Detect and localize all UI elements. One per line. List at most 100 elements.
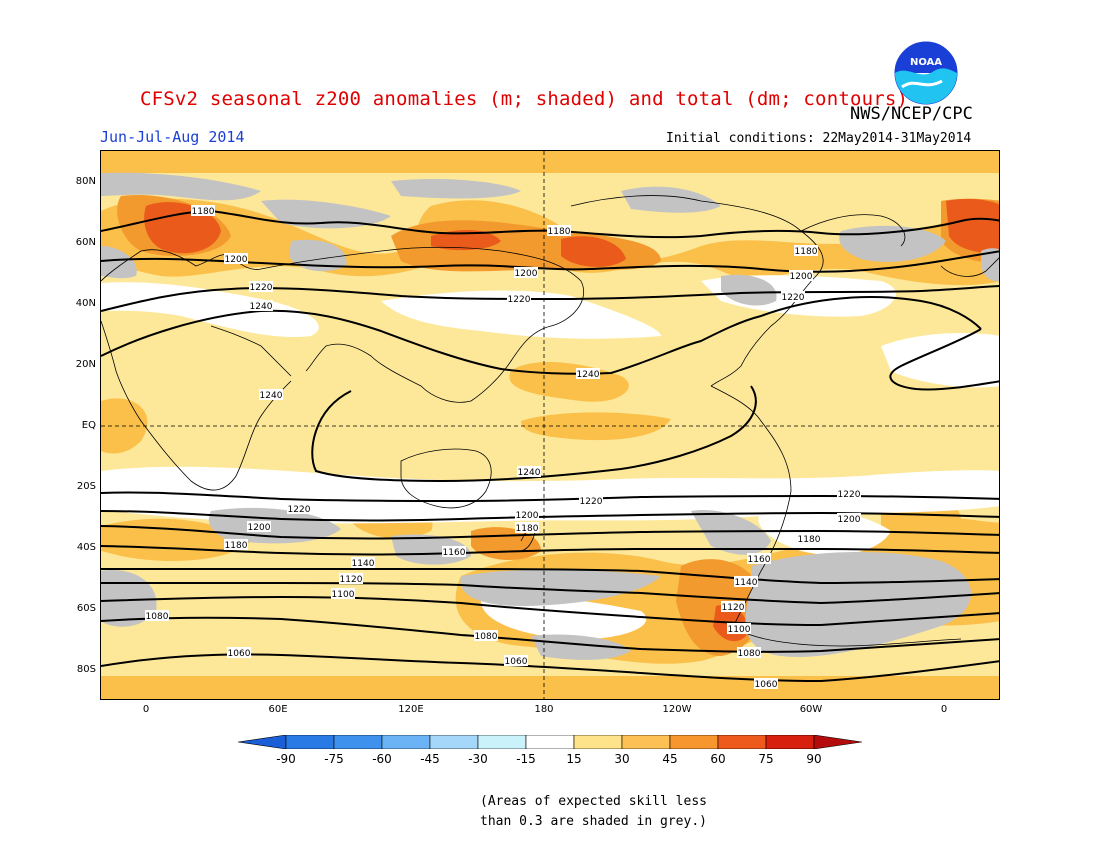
contour-label: 1240 — [250, 302, 273, 312]
contour-label: 1180 — [225, 541, 248, 551]
lon-label-120e: 120E — [398, 704, 424, 715]
noaa-logo: NOAA — [894, 41, 958, 105]
contour-label: 1180 — [192, 207, 215, 217]
colorbar-tick-label: 15 — [566, 752, 582, 766]
colorbar-cell — [621, 735, 671, 749]
lon-label-180: 180 — [534, 704, 554, 715]
contour-label: 1240 — [260, 391, 283, 401]
contour-label: 1240 — [518, 468, 541, 478]
contour-label: 1200 — [516, 511, 539, 521]
contour-label: 1200 — [515, 269, 538, 279]
map-canvas: 1180 1200 1220 1240 1180 1200 1220 1180 … — [101, 151, 999, 699]
colorbar — [238, 735, 862, 749]
contour-label: 1200 — [838, 515, 861, 525]
contour-label: 1080 — [146, 612, 169, 622]
footnote-line-1: (Areas of expected skill less — [480, 794, 707, 809]
lat-label-80n: 80N — [75, 176, 96, 187]
lat-label-20n: 20N — [75, 359, 96, 370]
contour-1120-south — [101, 581, 999, 605]
forecast-period: Jun-Jul-Aug 2014 — [100, 128, 245, 146]
colorbar-cell — [381, 735, 431, 749]
contour-label: 1060 — [505, 657, 528, 667]
contour-label: 1220 — [838, 490, 861, 500]
colorbar-tick-label: -75 — [324, 752, 344, 766]
colorbar-cell — [477, 735, 527, 749]
lat-label-eq: EQ — [81, 420, 96, 431]
lat-label-20s: 20S — [76, 481, 96, 492]
contour-label: 1080 — [475, 632, 498, 642]
contour-label: 1220 — [288, 505, 311, 515]
lat-label-40n: 40N — [75, 298, 96, 309]
colorbar-cell — [525, 735, 575, 749]
contour-label: 1120 — [340, 575, 363, 585]
lat-label-80s: 80S — [76, 664, 96, 675]
map-title: CFSv2 seasonal z200 anomalies (m; shaded… — [140, 88, 909, 110]
contour-1140-south — [101, 567, 999, 585]
lon-label-60w: 60W — [799, 704, 823, 715]
contour-label: 1200 — [248, 523, 271, 533]
contour-label: 1080 — [738, 649, 761, 659]
contour-label: 1180 — [798, 535, 821, 545]
low-skill-regions — [101, 172, 999, 660]
contour-label: 1220 — [250, 283, 273, 293]
lon-label-120w: 120W — [662, 704, 692, 715]
colorbar-tick-label: -30 — [468, 752, 488, 766]
contour-1200-north — [101, 250, 999, 273]
contour-label: 1180 — [548, 227, 571, 237]
contour-label: 1180 — [516, 524, 539, 534]
colorbar-tick-label: 60 — [710, 752, 726, 766]
colorbar-cell — [429, 735, 479, 749]
colorbar-cell — [717, 735, 767, 749]
height-contours — [101, 209, 999, 683]
contour-label: 1220 — [508, 295, 531, 305]
contour-1100-south — [101, 595, 999, 627]
colorbar-cell — [669, 735, 719, 749]
colorbar-tick-label: -45 — [420, 752, 440, 766]
contour-label: 1160 — [748, 555, 771, 565]
contour-label: 1220 — [782, 293, 805, 303]
colorbar-arrow-low — [238, 735, 287, 749]
contour-label: 1240 — [577, 370, 600, 380]
contour-label: 1100 — [728, 625, 751, 635]
colorbar-tick-label: -60 — [372, 752, 392, 766]
contour-1080-south — [101, 616, 999, 653]
contour-label: 1220 — [580, 497, 603, 507]
colorbar-cell — [285, 735, 335, 749]
colorbar-cell — [333, 735, 383, 749]
lat-label-40s: 40S — [76, 542, 96, 553]
contour-1240-tropics — [311, 385, 757, 483]
initial-conditions: Initial conditions: 22May2014-31May2014 — [666, 131, 972, 146]
colorbar-tick-label: -15 — [516, 752, 536, 766]
contour-1240-east — [889, 328, 999, 391]
colorbar-tick-label: 75 — [758, 752, 774, 766]
contour-label: 1100 — [332, 590, 355, 600]
colorbar-cell — [765, 735, 815, 749]
logo-text: NOAA — [910, 57, 942, 68]
contour-label: 1060 — [755, 680, 778, 690]
contour-1180-south — [101, 525, 999, 540]
lat-label-60n: 60N — [75, 237, 96, 248]
map-panel: 1180 1200 1220 1240 1180 1200 1220 1180 … — [100, 150, 1000, 700]
colorbar-tick-label: 45 — [662, 752, 678, 766]
lon-label-0-east: 0 — [940, 704, 948, 715]
contour-label: 1140 — [352, 559, 375, 569]
lon-label-60e: 60E — [268, 704, 288, 715]
organization-label: NWS/NCEP/CPC — [850, 104, 973, 124]
contour-label: 1200 — [790, 272, 813, 282]
contour-labels: 1180 1200 1220 1240 1180 1200 1220 1180 … — [145, 205, 861, 690]
contour-label: 1120 — [722, 603, 745, 613]
contour-label: 1140 — [735, 578, 758, 588]
footnote-line-2: than 0.3 are shaded in grey.) — [480, 814, 707, 829]
contour-1160-south — [101, 545, 999, 556]
lat-label-60s: 60S — [76, 603, 96, 614]
contour-label: 1160 — [443, 548, 466, 558]
contour-1060-south — [101, 653, 999, 683]
contour-label: 1060 — [228, 649, 251, 659]
footnote: (Areas of expected skill less than 0.3 a… — [480, 792, 707, 832]
colorbar-tick-label: 90 — [806, 752, 822, 766]
colorbar-arrow-high — [813, 735, 862, 749]
contour-label: 1180 — [795, 247, 818, 257]
colorbar-cell — [573, 735, 623, 749]
lon-label-0: 0 — [142, 704, 150, 715]
contour-label: 1200 — [225, 255, 248, 265]
